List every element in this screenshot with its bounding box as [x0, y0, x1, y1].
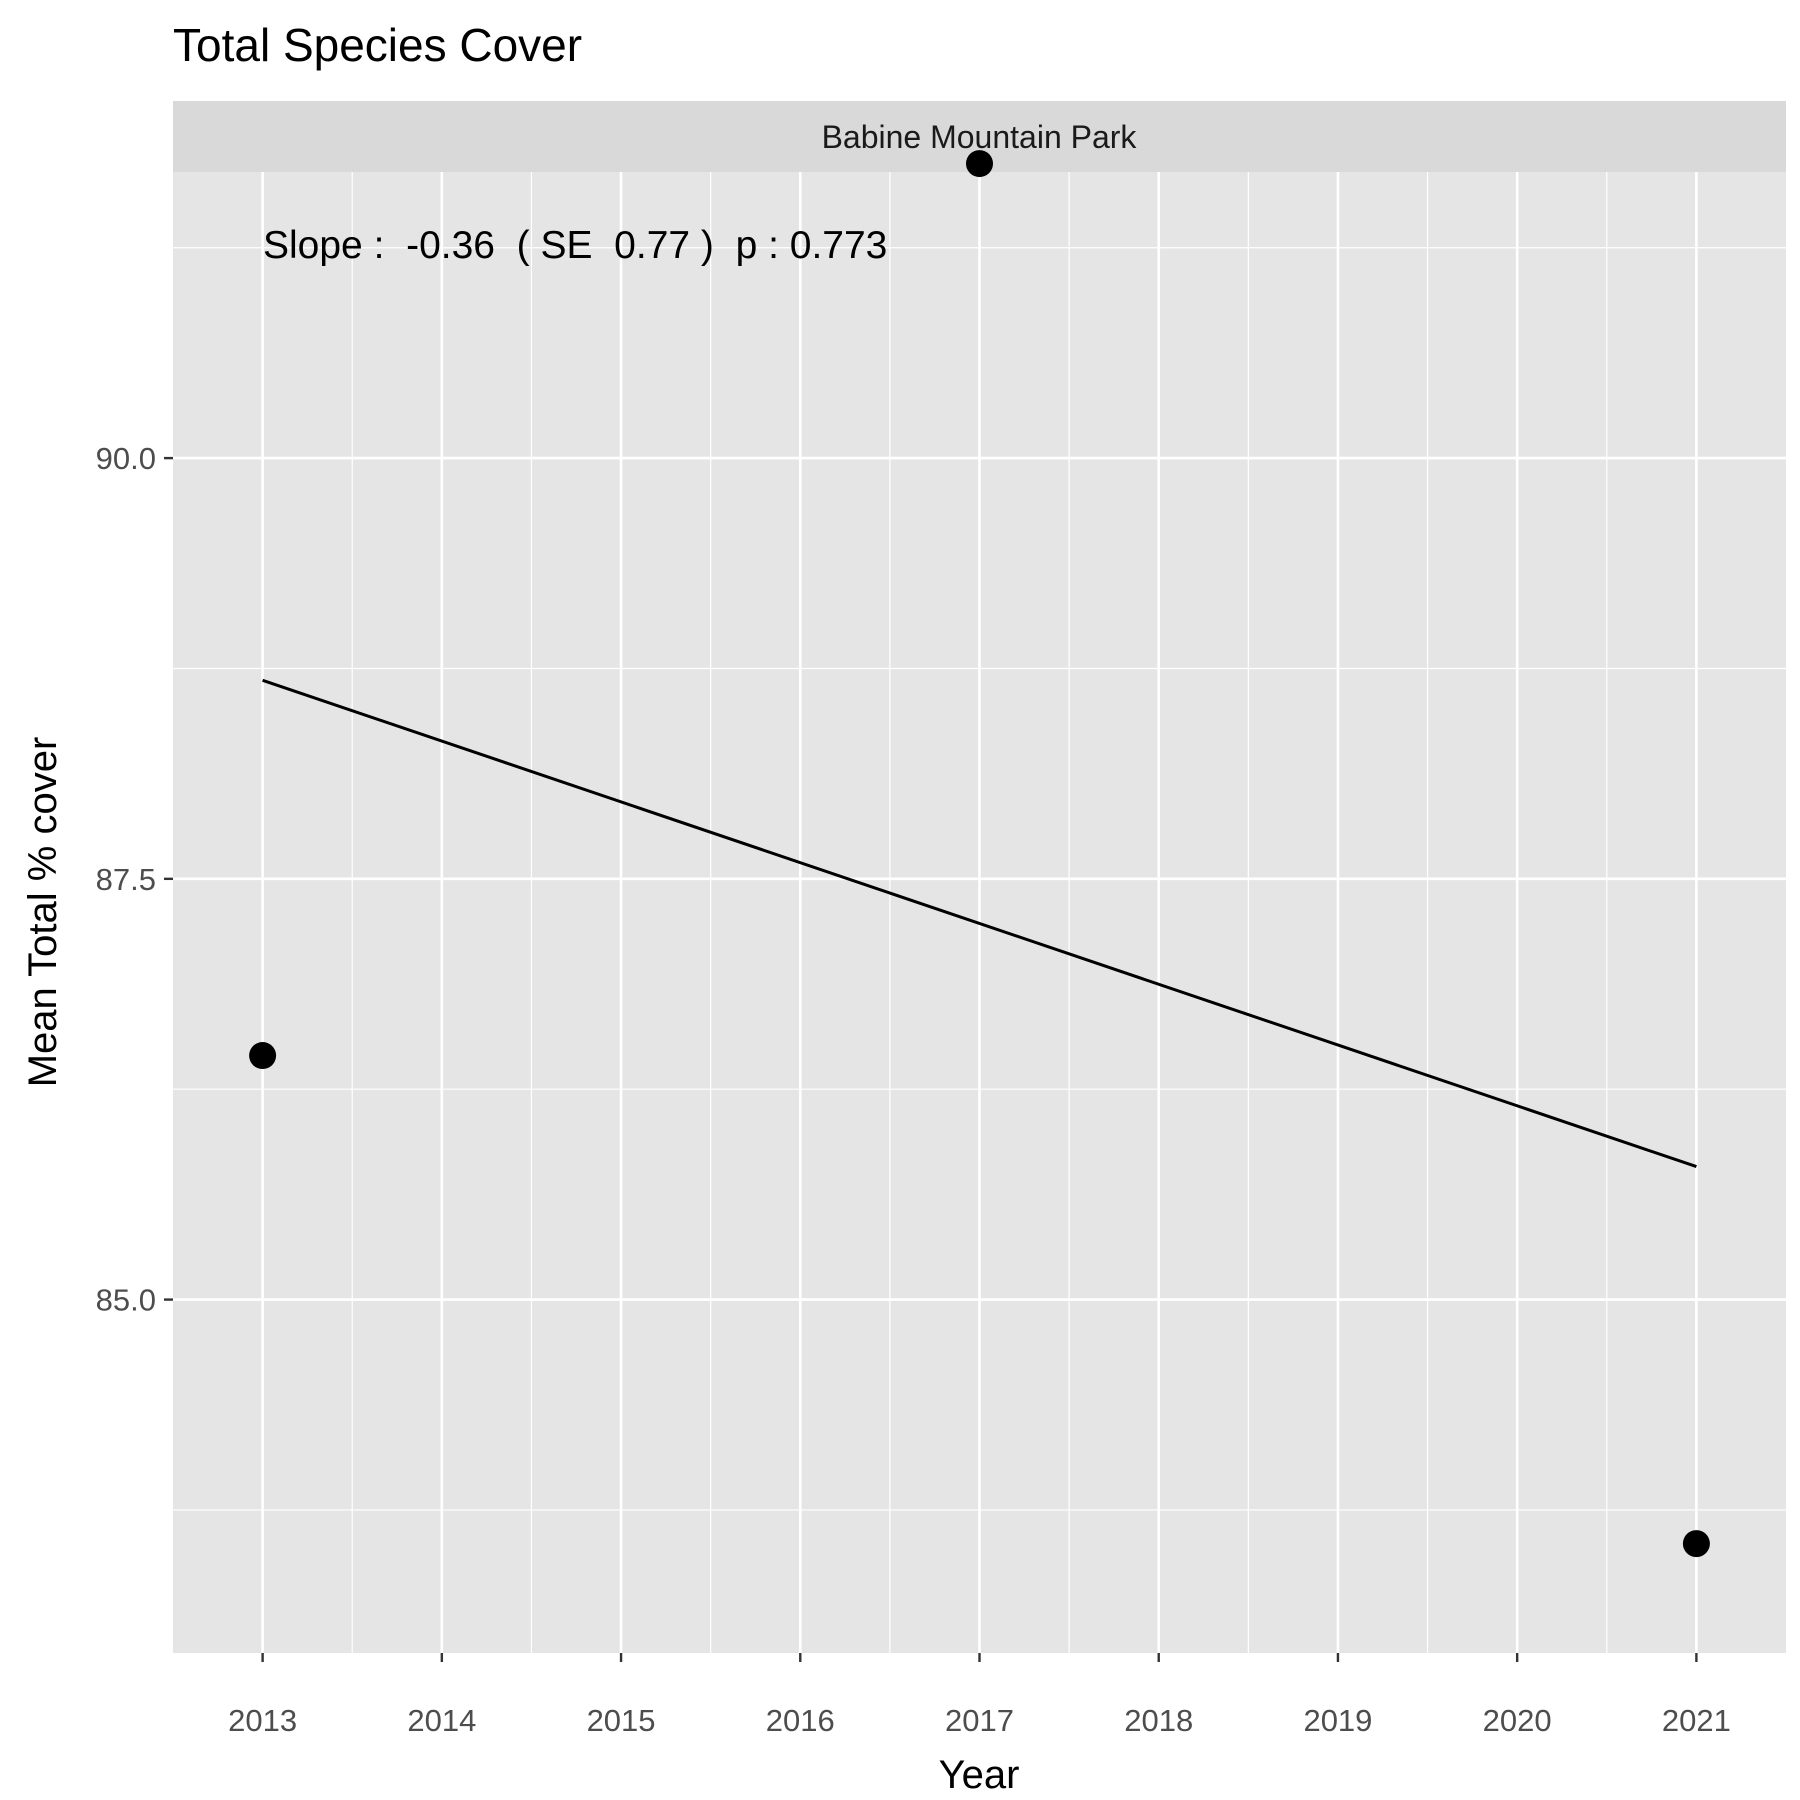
x-tick-label: 2018: [1124, 1703, 1193, 1738]
grid-major: [173, 172, 1786, 1653]
y-axis: 85.0 87.5 90.0: [96, 441, 173, 1318]
x-axis-title: Year: [939, 1753, 1020, 1797]
trend-line: [262, 678, 1697, 1169]
data-point: [966, 150, 993, 178]
data-point: [249, 1042, 277, 1070]
x-tick-label: 2020: [1483, 1703, 1552, 1738]
y-axis-title: Mean Total % cover: [21, 737, 65, 1088]
x-tick-label: 2017: [945, 1703, 1014, 1738]
x-tick-label: 2014: [407, 1703, 476, 1738]
chart-title: Total Species Cover: [173, 19, 582, 71]
x-tick-label: 2019: [1303, 1703, 1372, 1738]
x-tick-label: 2021: [1662, 1703, 1731, 1738]
facet-strip-label: Babine Mountain Park: [822, 119, 1138, 155]
x-tick-label: 2016: [766, 1703, 835, 1738]
data-point: [1682, 1530, 1710, 1558]
y-tick-label: 87.5: [96, 862, 156, 897]
slope-annotation: Slope : -0.36 ( SE 0.77 ) p : 0.773: [263, 224, 887, 267]
x-tick-label: 2015: [587, 1703, 656, 1738]
y-tick-label: 85.0: [96, 1283, 156, 1318]
x-tick-label: 2013: [228, 1703, 297, 1738]
marks: [249, 150, 1710, 1558]
y-tick-label: 90.0: [96, 441, 156, 476]
x-axis: 2013 2014 2015 2016 2017 2018 2019 2020 2021: [228, 1653, 1731, 1738]
